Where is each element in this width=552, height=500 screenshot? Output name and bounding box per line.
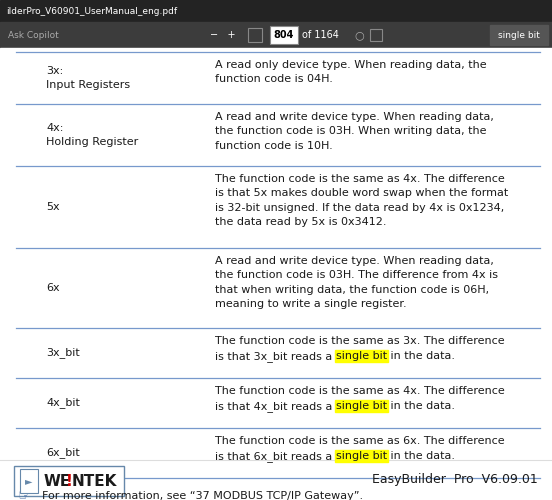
Bar [270, 26, 298, 44]
Text: in the data.: in the data. [387, 451, 455, 461]
Text: !: ! [66, 474, 73, 488]
Text: 5x: 5x [46, 202, 60, 212]
Text: ○: ○ [354, 30, 364, 40]
Text: A read and write device type. When reading data,
the function code is 03H. The d: A read and write device type. When readi… [215, 256, 498, 309]
Text: WE: WE [44, 474, 71, 488]
Bar [490, 25, 548, 45]
Text: 3x:: 3x: [46, 66, 63, 76]
Text: Input Registers: Input Registers [46, 80, 130, 90]
Text: in the data.: in the data. [387, 401, 455, 411]
Bar [370, 29, 382, 41]
Text: The function code is the same as 3x. The difference: The function code is the same as 3x. The… [215, 336, 505, 346]
Text: ►: ► [25, 476, 33, 486]
Text: The function code is the same as 6x. The difference: The function code is the same as 6x. The… [215, 436, 505, 446]
Text: Holding Register: Holding Register [46, 137, 138, 147]
Text: −   +: − + [210, 30, 236, 40]
Text: is that 6x_bit reads a: is that 6x_bit reads a [215, 451, 336, 462]
Text: For more information, see “37 MODBUS TCP/IP Gateway”.: For more information, see “37 MODBUS TCP… [42, 491, 363, 500]
Bar [20, 469, 38, 493]
Text: 804: 804 [274, 30, 294, 40]
Bar [335, 400, 388, 412]
Text: 6x_bit: 6x_bit [46, 448, 79, 458]
Text: ☞: ☞ [18, 488, 31, 500]
Text: single bit: single bit [498, 30, 540, 40]
Bar [0, 0, 552, 22]
Text: 4x_bit: 4x_bit [46, 398, 80, 408]
Text: 3x_bit: 3x_bit [46, 348, 79, 358]
Text: 4x:: 4x: [46, 123, 63, 133]
Bar [0, 22, 552, 48]
Text: The function code is the same as 4x. The difference
is that 5x makes double word: The function code is the same as 4x. The… [215, 174, 508, 227]
Text: single bit: single bit [336, 451, 387, 461]
Text: is that 4x_bit reads a: is that 4x_bit reads a [215, 401, 336, 412]
Text: of 1164: of 1164 [302, 30, 339, 40]
Text: single bit: single bit [336, 351, 387, 361]
Bar [14, 466, 124, 496]
Bar [335, 350, 388, 362]
Text: EasyBuilder  Pro  V6.09.01: EasyBuilder Pro V6.09.01 [372, 474, 538, 486]
Text: ilderPro_V60901_UserManual_eng.pdf: ilderPro_V60901_UserManual_eng.pdf [6, 6, 177, 16]
Text: 6x: 6x [46, 283, 60, 293]
Text: single bit: single bit [336, 401, 387, 411]
Text: The function code is the same as 4x. The difference: The function code is the same as 4x. The… [215, 386, 505, 396]
Text: NTEK: NTEK [72, 474, 118, 488]
Text: A read only device type. When reading data, the
function code is 04H.: A read only device type. When reading da… [215, 60, 487, 84]
Bar [248, 28, 262, 42]
Text: is that 3x_bit reads a: is that 3x_bit reads a [215, 351, 336, 362]
Text: Ask Copilot: Ask Copilot [8, 30, 59, 40]
Bar [335, 450, 388, 462]
Text: in the data.: in the data. [387, 351, 455, 361]
Text: A read and write device type. When reading data,
the function code is 03H. When : A read and write device type. When readi… [215, 112, 494, 151]
